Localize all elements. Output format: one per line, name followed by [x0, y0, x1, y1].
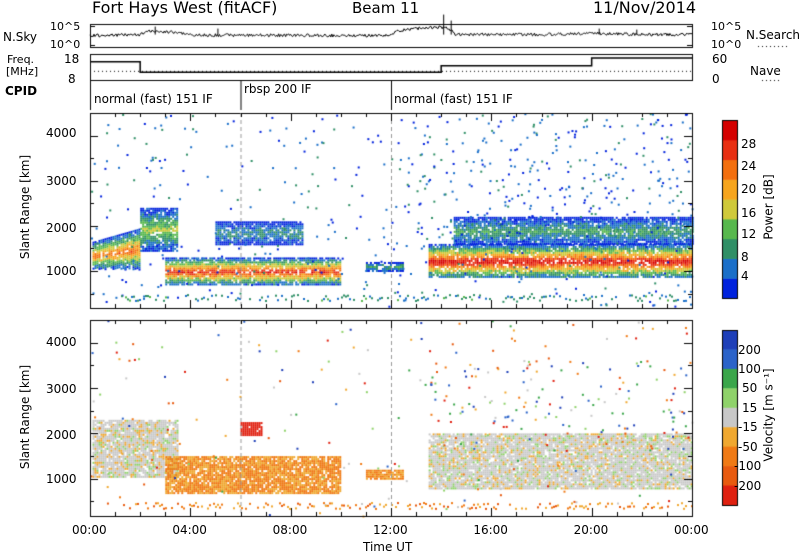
velocity-ytick: 3000	[46, 382, 77, 396]
velocity-colorbar-tick: -15	[738, 420, 758, 434]
nave-label: Nave	[750, 64, 781, 78]
nave-tick-high: 60	[712, 52, 728, 66]
freq-tick-high: 18	[64, 52, 80, 66]
nsearch-tick-low: 10^0	[711, 38, 742, 51]
x-tick-label: 00:00	[674, 523, 709, 537]
power-ytick: 3000	[46, 174, 77, 188]
x-tick-label: 20:00	[573, 523, 609, 537]
freq-unit-label: [MHz]	[6, 65, 39, 78]
power-colorbar-tick: 28	[741, 137, 757, 151]
nsearch-tick-high: 10^5	[711, 20, 742, 33]
velocity-ytick: 4000	[46, 335, 77, 349]
velocity-colorbar-tick: 200	[738, 343, 761, 357]
date-label: 11/Nov/2014	[593, 0, 697, 17]
velocity-colorbar-tick: 100	[738, 362, 761, 376]
power-colorbar-title: Power [dB]	[761, 174, 776, 240]
nave-tick-low: 0	[712, 72, 720, 86]
velocity-ytick: 1000	[46, 472, 77, 486]
power-colorbar-tick: 24	[741, 159, 757, 173]
velocity-colorbar-tick: -50	[738, 440, 758, 454]
x-tick-label: 00:00	[72, 523, 107, 537]
freq-tick-low: 8	[68, 72, 76, 86]
beam-label: Beam 11	[352, 0, 420, 17]
power-colorbar-tick: 12	[741, 227, 757, 241]
x-tick-label: 12:00	[373, 523, 408, 537]
nsky-label: N.Sky	[3, 30, 38, 44]
power-ytick: 4000	[46, 126, 77, 140]
freq-label: Freq.	[7, 53, 35, 66]
power-colorbar-tick: 20	[741, 182, 757, 196]
power-colorbar-tick: 8	[741, 250, 749, 264]
nsky-tick-high: 10^5	[50, 20, 81, 33]
x-tick-label: 04:00	[172, 523, 207, 537]
velocity-colorbar-tick: 50	[742, 381, 758, 395]
x-axis-title: Time UT	[363, 540, 413, 554]
velocity-ytick: 2000	[46, 428, 77, 442]
power-ytick: 2000	[46, 221, 77, 235]
velocity-colorbar-tick: -100	[734, 459, 762, 473]
nsky-tick-low: 10^0	[50, 38, 81, 51]
velocity-colorbar-tick: 15	[742, 401, 758, 415]
velocity-colorbar-tick: -200	[734, 479, 762, 493]
power-ytick: 1000	[46, 264, 77, 278]
cpid-label: CPID	[5, 84, 38, 98]
power-colorbar-tick: 4	[741, 269, 749, 283]
cpid-segment-label: normal (fast) 151 IF	[394, 92, 513, 106]
cpid-segment-label: rbsp 200 IF	[244, 82, 312, 96]
power-y-axis-label: Slant Range [km]	[18, 154, 33, 260]
x-tick-label: 16:00	[473, 523, 508, 537]
cpid-segment-label: normal (fast) 151 IF	[94, 92, 213, 106]
velocity-colorbar-title: Velocity [m s⁻¹]	[761, 368, 776, 462]
station-title: Fort Hays West (fitACF)	[92, 0, 278, 17]
velocity-y-axis-label: Slant Range [km]	[18, 364, 33, 470]
power-colorbar-tick: 16	[741, 206, 757, 220]
nsearch-label: N.Search	[746, 28, 800, 42]
x-tick-label: 08:00	[272, 523, 308, 537]
